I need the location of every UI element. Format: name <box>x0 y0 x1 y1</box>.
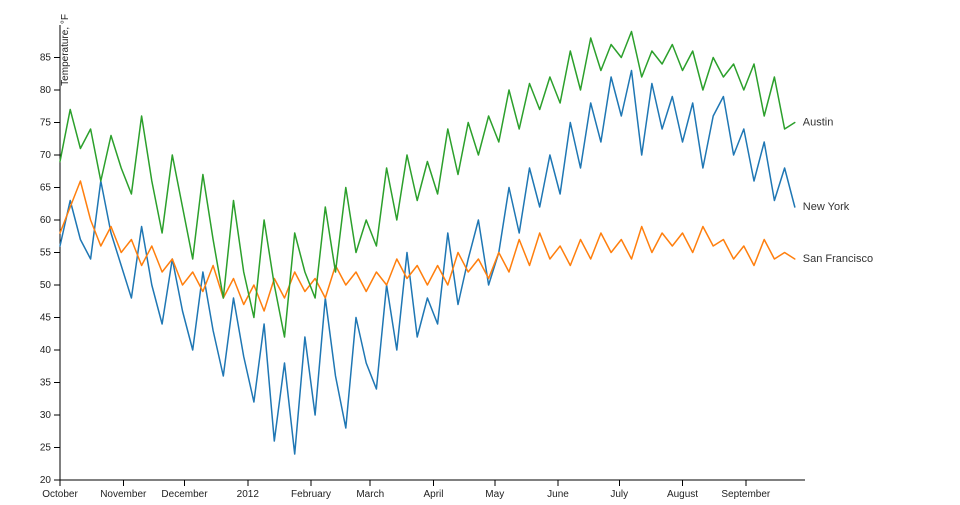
line-san-francisco <box>59 180 796 312</box>
series-lines: New York San Francisco Austin <box>59 30 873 455</box>
y-axis: 20 25 30 35 40 45 50 55 60 65 70 75 80 85 Temperature,… <box>40 14 71 486</box>
x-tick-label: February <box>291 489 331 500</box>
series-end-label-new-york: New York <box>803 201 850 213</box>
y-tick-label: 65 <box>40 183 52 194</box>
y-tick-label: 20 <box>40 475 52 486</box>
x-tick-label: 2012 <box>237 489 260 500</box>
y-tick-label: 70 <box>40 150 52 161</box>
y-tick-label: 85 <box>40 53 52 64</box>
x-tick-label: April <box>424 489 444 500</box>
series-end-label-austin: Austin <box>803 117 834 129</box>
y-tick-label: 80 <box>40 85 52 96</box>
x-tick-label: March <box>356 489 384 500</box>
series-end-label-san-francisco: San Francisco <box>803 253 873 265</box>
x-tick-label: May <box>485 489 504 500</box>
y-tick-label: 60 <box>40 215 52 226</box>
x-tick-label: October <box>42 489 78 500</box>
x-tick-label: June <box>547 489 569 500</box>
y-tick-label: 55 <box>40 248 52 259</box>
y-tick-label: 40 <box>40 345 52 356</box>
line-austin <box>59 30 796 338</box>
y-tick-label: 30 <box>40 410 52 421</box>
x-axis: October November December 2012 February March… <box>42 479 805 500</box>
x-tick-label: December <box>161 489 208 500</box>
y-tick-label: 50 <box>40 280 52 291</box>
y-tick-label: 35 <box>40 378 52 389</box>
y-tick-label: 75 <box>40 118 52 129</box>
line-new-york <box>59 69 796 455</box>
y-tick-label: 45 <box>40 313 52 324</box>
x-tick-label: September <box>721 489 771 500</box>
x-tick-label: August <box>667 489 698 500</box>
y-tick-label: 25 <box>40 443 52 454</box>
y-axis-title: Temperature, °F <box>60 14 71 86</box>
x-tick-label: November <box>100 489 147 500</box>
x-tick-label: July <box>610 489 628 500</box>
